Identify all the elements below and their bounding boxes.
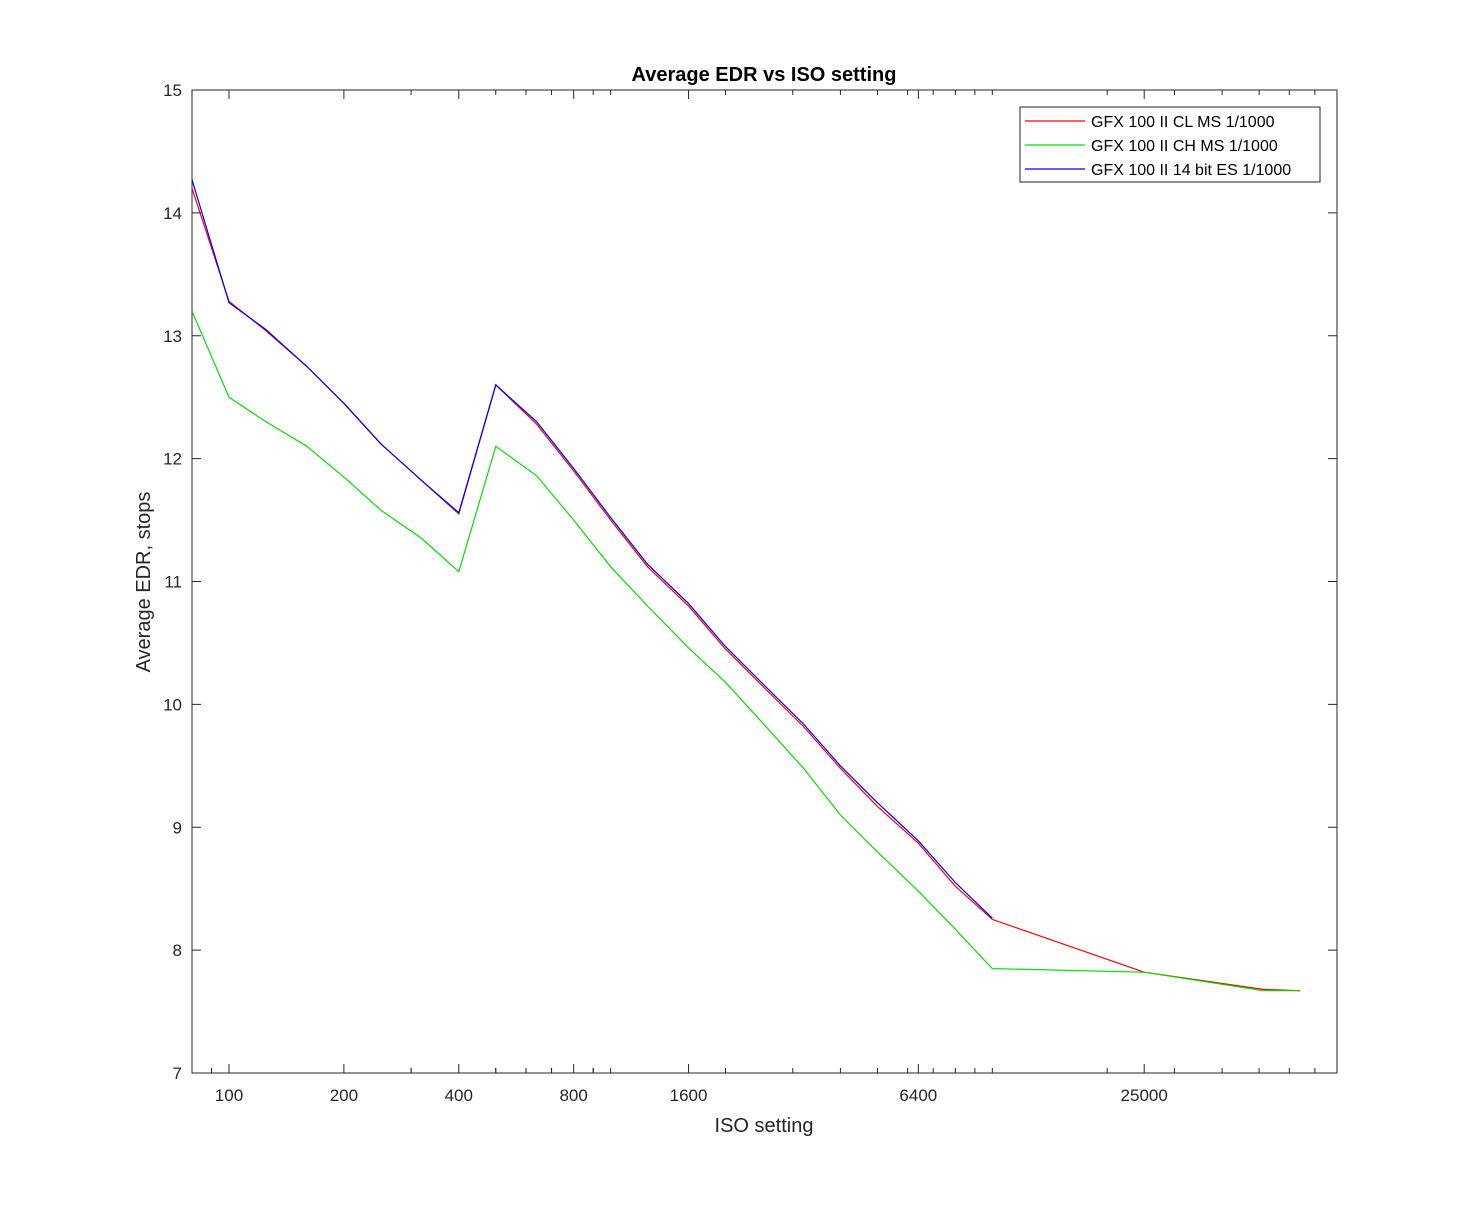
legend-label-1: GFX 100 II CH MS 1/1000 xyxy=(1091,138,1278,155)
x-tick-label: 200 xyxy=(330,1086,358,1105)
series-line-2 xyxy=(191,179,993,919)
series-layer xyxy=(191,179,1301,992)
chart-title: Average EDR vs ISO setting xyxy=(632,64,897,86)
x-axis-label: ISO setting xyxy=(715,1115,814,1137)
legend-label-0: GFX 100 II CL MS 1/1000 xyxy=(1091,114,1275,131)
x-tick-label: 25000 xyxy=(1121,1086,1168,1105)
y-tick-label: 11 xyxy=(164,573,182,592)
y-tick-label: 13 xyxy=(163,327,182,346)
series-line-1 xyxy=(191,310,1300,992)
x-tick-label: 400 xyxy=(445,1086,473,1105)
y-axis-label: Average EDR, stops xyxy=(133,492,155,673)
y-tick-label: 9 xyxy=(173,818,182,837)
legend: GFX 100 II CL MS 1/1000 GFX 100 II CH MS … xyxy=(1019,106,1321,183)
y-tick-label: 10 xyxy=(163,695,182,714)
y-tick-label: 15 xyxy=(163,81,182,100)
x-tick-label: 1600 xyxy=(670,1086,708,1105)
y-tick-label: 7 xyxy=(173,1064,182,1083)
x-tick-label: 6400 xyxy=(899,1086,937,1105)
legend-label-2: GFX 100 II 14 bit ES 1/1000 xyxy=(1091,162,1291,179)
ticks-layer: 100 200 400 800 1600 6400 25000 7 8 9 10 11 12 13 14 15 xyxy=(163,81,1337,1105)
y-tick-label: 14 xyxy=(163,204,182,223)
x-tick-label: 100 xyxy=(215,1086,243,1105)
plot-area xyxy=(191,89,1338,1074)
x-tick-label: 800 xyxy=(559,1086,587,1105)
y-tick-label: 12 xyxy=(163,450,182,469)
y-tick-label: 8 xyxy=(173,941,182,960)
